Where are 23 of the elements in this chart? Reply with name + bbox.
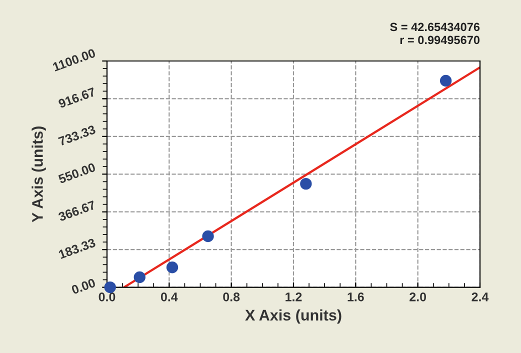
text: r = 0.99495670 bbox=[400, 36, 480, 44]
point bbox=[440, 74, 452, 87]
y-tick-label: 916.67 bbox=[58, 87, 96, 108]
x-tick-label: 2.4 bbox=[472, 292, 489, 302]
point bbox=[300, 178, 312, 190]
x-tick-label: 2.0 bbox=[410, 292, 426, 302]
x-tick-label: 0.0 bbox=[98, 292, 116, 302]
point bbox=[166, 262, 178, 274]
y-tick-label: 183.33 bbox=[58, 238, 96, 260]
x-tick-label: 0.4 bbox=[160, 292, 178, 302]
x-tick-label: 1.6 bbox=[348, 292, 364, 302]
text: S = 42.65434076 bbox=[390, 22, 480, 32]
x-tick-label: 1.2 bbox=[286, 292, 302, 302]
x-axis-title: X Axis (units) bbox=[245, 309, 342, 324]
point bbox=[202, 230, 214, 242]
point bbox=[104, 281, 116, 294]
y-tick-label: 0.00 bbox=[71, 278, 96, 294]
point bbox=[134, 271, 146, 284]
y-axis-title: Y Axis (units) bbox=[32, 126, 46, 222]
y-tick-label: 733.33 bbox=[58, 124, 96, 146]
y-tick-label: 550.00 bbox=[58, 162, 96, 184]
y-tick-label: 366.67 bbox=[58, 200, 96, 222]
x-tick-label: 0.8 bbox=[223, 292, 240, 302]
